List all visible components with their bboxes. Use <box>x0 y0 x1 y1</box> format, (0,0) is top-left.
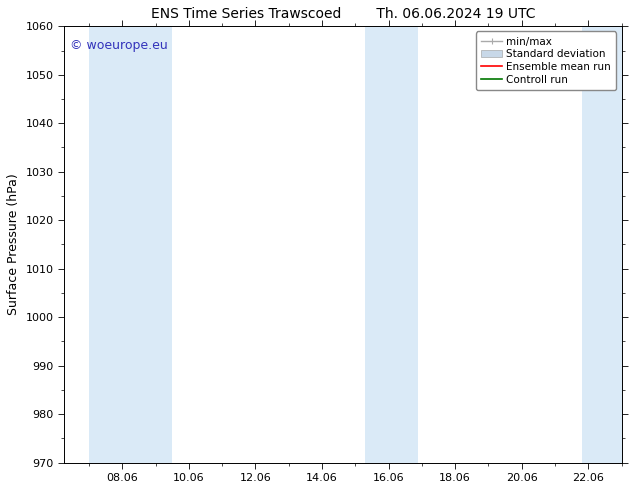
Title: ENS Time Series Trawscoed        Th. 06.06.2024 19 UTC: ENS Time Series Trawscoed Th. 06.06.2024… <box>150 7 535 21</box>
Legend: min/max, Standard deviation, Ensemble mean run, Controll run: min/max, Standard deviation, Ensemble me… <box>476 31 616 90</box>
Bar <box>365 26 418 463</box>
Bar <box>89 26 172 463</box>
Y-axis label: Surface Pressure (hPa): Surface Pressure (hPa) <box>7 173 20 316</box>
Bar <box>581 26 621 463</box>
Text: © woeurope.eu: © woeurope.eu <box>70 39 167 52</box>
